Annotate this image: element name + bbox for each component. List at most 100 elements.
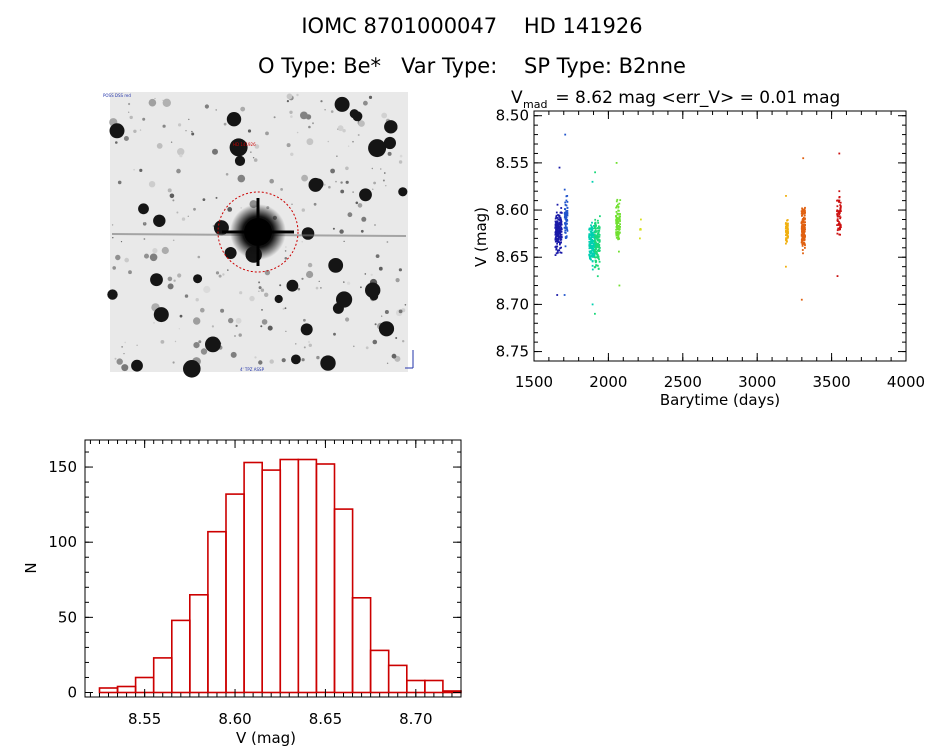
field-star: [230, 351, 237, 358]
light-curve-point-g5: [616, 198, 619, 201]
light-curve-point-g4: [594, 265, 597, 268]
light-curve-point-g2: [566, 230, 569, 232]
light-curve-point-g1: [556, 228, 559, 231]
field-star: [124, 257, 129, 263]
light-curve-point-g2: [566, 210, 569, 212]
light-curve-y-label: V (mag): [472, 207, 490, 267]
field-star: [172, 361, 175, 364]
light-curve-points: [554, 133, 842, 315]
light-curve-point-g1: [556, 294, 559, 296]
field-star: [347, 212, 353, 218]
field-star-bright: [398, 187, 408, 197]
field-star: [399, 154, 403, 158]
field-star: [372, 188, 374, 190]
field-star: [167, 276, 173, 282]
light-curve-point-g4: [594, 261, 597, 264]
field-star: [260, 325, 263, 328]
light-curve-point-g9: [839, 201, 842, 204]
light-curve-point-g1: [554, 238, 557, 241]
light-curve-point-g2: [563, 212, 566, 215]
light-curve-point-g8: [804, 211, 806, 214]
light-curve-point-g4: [594, 234, 597, 237]
field-star: [347, 281, 351, 285]
field-star: [343, 240, 345, 242]
light-curve-point-g1: [559, 241, 561, 244]
field-star: [335, 180, 337, 183]
light-curve-point-g5: [619, 220, 621, 223]
field-star: [227, 207, 233, 212]
light-curve-point-g5: [615, 226, 618, 228]
light-curve-point-g8: [801, 241, 803, 243]
light-curve-point-g8: [801, 218, 804, 220]
light-curve-point-g5: [615, 236, 618, 239]
light-curve-point-g1: [555, 252, 558, 255]
light-curve-point-g1: [559, 234, 562, 237]
light-curve-point-g1: [556, 227, 559, 229]
field-star: [195, 298, 199, 302]
field-star: [279, 284, 282, 287]
light-curve-point-g8: [804, 206, 806, 209]
light-curve-point-g4: [597, 236, 600, 239]
light-curve-point-g4: [594, 222, 597, 225]
light-curve-point-g5: [615, 231, 617, 234]
field-star: [188, 118, 190, 121]
light-curve-point-g5: [615, 220, 618, 222]
field-star: [296, 131, 299, 134]
light-curve-point-g3: [590, 247, 593, 250]
light-curve-point-g5: [615, 215, 617, 217]
field-star: [177, 273, 182, 278]
field-star: [284, 307, 287, 310]
light-curve-point-g8: [802, 157, 805, 160]
light-curve-point-g3: [589, 252, 592, 255]
light-curve-point-g2: [566, 195, 569, 197]
light-curve-point-g3: [591, 303, 594, 306]
field-star: [332, 227, 335, 230]
light-curve-point-g5: [615, 162, 618, 164]
field-star: [301, 208, 305, 212]
light-curve-point-g8: [802, 209, 805, 211]
field-star: [161, 246, 169, 255]
light-curve-y-tick-label: 8.65: [496, 248, 529, 266]
field-star: [395, 357, 398, 359]
light-curve-point-g8: [804, 221, 806, 224]
light-curve-point-g5: [615, 206, 617, 209]
light-curve-point-g7: [786, 222, 788, 225]
field-star: [133, 168, 135, 171]
field-star: [153, 322, 155, 324]
field-star: [239, 291, 243, 295]
field-star: [111, 224, 114, 226]
light-curve-point-g4: [594, 312, 596, 315]
light-curve-point-g8: [804, 228, 806, 231]
field-star: [345, 180, 349, 184]
light-curve-point-g7: [786, 219, 789, 221]
light-curve-point-g4: [594, 238, 596, 241]
light-curve-point-g2: [564, 213, 566, 216]
light-curve-point-g5: [617, 205, 620, 208]
light-curve-point-g8: [802, 227, 805, 230]
field-star-bright: [334, 96, 350, 112]
light-curve-x-tick-label: 2500: [664, 373, 702, 391]
light-curve-point-g1: [556, 242, 558, 245]
field-star: [355, 201, 359, 205]
light-curve-point-g4: [595, 230, 598, 233]
light-curve-point-g8: [800, 210, 803, 213]
light-curve-point-g5: [616, 216, 619, 219]
field-star: [290, 152, 294, 156]
light-curve-point-g1: [557, 224, 560, 227]
light-curve-point-g2: [564, 245, 567, 248]
light-curve-point-g7: [785, 265, 787, 268]
field-star: [191, 130, 193, 133]
light-curve-point-g2: [566, 201, 569, 203]
field-star: [215, 109, 217, 111]
light-curve-point-g4: [598, 235, 601, 238]
field-star-bright: [205, 336, 221, 353]
field-star: [117, 180, 122, 185]
light-curve-point-g8: [801, 242, 804, 245]
field-star: [361, 216, 367, 222]
light-curve-point-g7: [787, 222, 789, 225]
light-curve-point-g2: [564, 229, 567, 232]
field-star: [386, 241, 389, 243]
histogram-x-tick-label: 8.70: [399, 710, 432, 728]
light-curve-point-g9: [836, 218, 839, 221]
light-curve-y-tick-label: 8.75: [496, 343, 529, 361]
